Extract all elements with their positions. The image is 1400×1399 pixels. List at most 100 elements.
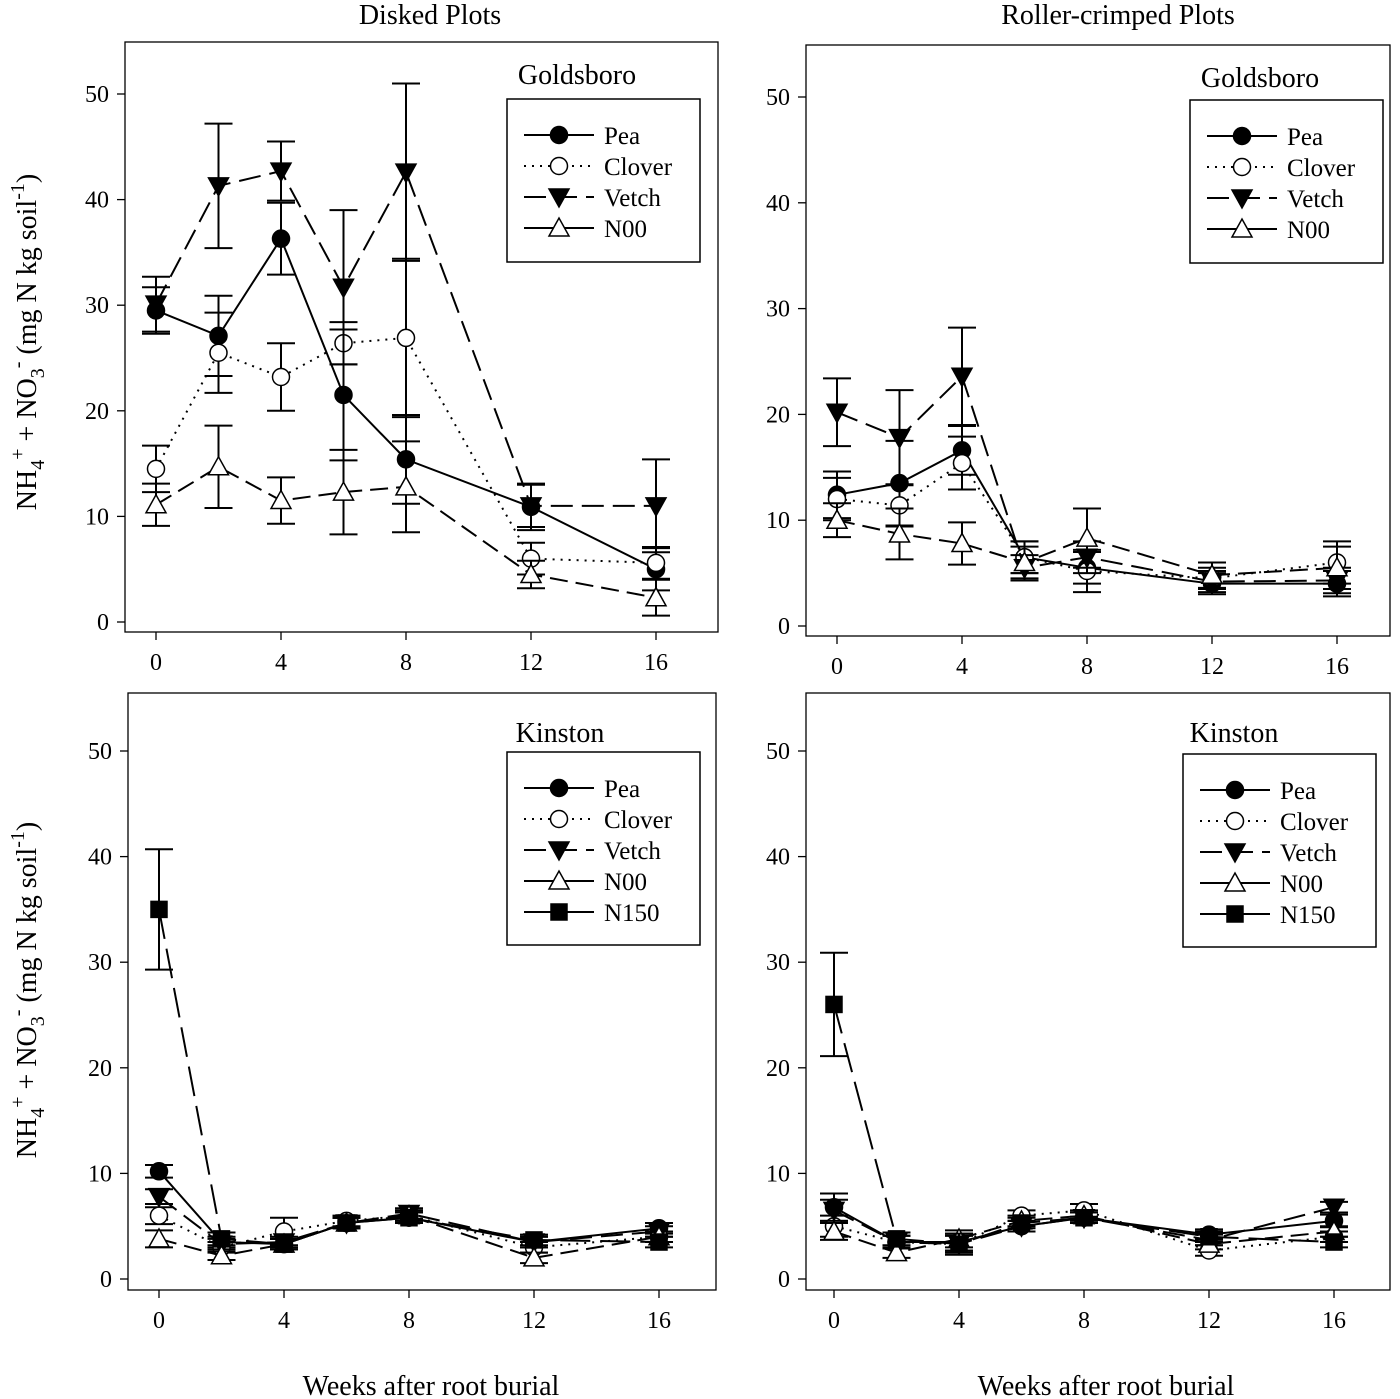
- legend-marker: [1232, 126, 1252, 146]
- series-clover: [142, 257, 670, 580]
- data-point: [337, 1214, 356, 1232]
- y-tick-label: 10: [88, 1161, 112, 1187]
- data-point: [144, 493, 168, 514]
- y-tick-label: 20: [88, 1056, 112, 1082]
- panel-4: 0 10 20 30 40 50 0 4 8 12 16 Kinston Pea Clover Vetch N…: [766, 692, 1391, 1334]
- data-point: [147, 1227, 171, 1248]
- legend-marker: [1223, 871, 1247, 892]
- legend-marker: [1230, 189, 1254, 210]
- site-label: Goldsboro: [518, 60, 636, 91]
- data-point: [825, 508, 849, 529]
- legend-marker: [549, 125, 569, 145]
- column-title-roller: Roller-crimped Plots: [1001, 0, 1235, 31]
- y-tick-label: 50: [766, 85, 790, 111]
- legend-marker: [1225, 780, 1245, 800]
- data-point: [396, 328, 416, 348]
- legend-marker: [547, 841, 571, 862]
- legend-marker: [550, 903, 568, 921]
- series-n150: [145, 848, 673, 1253]
- panel-1: 0 10 20 30 40 50 0 4 8 12 16 Goldsboro Pea Clover Vetc…: [85, 41, 719, 676]
- column-title-disked: Disked Plots: [359, 0, 501, 31]
- series-n150: [820, 951, 1348, 1256]
- data-point: [519, 562, 543, 584]
- y-tick-label: 30: [85, 293, 109, 319]
- legend-frame: [506, 98, 701, 263]
- panel-2: 0 10 20 30 40 50 0 4 8 12 16 Goldsboro Pea Clover Vetc…: [766, 44, 1391, 680]
- legend-label: N00: [1287, 217, 1330, 244]
- data-point: [1013, 550, 1036, 572]
- site-label: Kinston: [516, 718, 605, 749]
- data-point: [146, 459, 166, 479]
- data-point: [209, 343, 228, 362]
- x-tick-label: 0: [153, 1308, 165, 1334]
- x-tick-label: 16: [1322, 1308, 1346, 1334]
- data-point: [519, 497, 543, 518]
- legend-label: Vetch: [604, 185, 661, 212]
- series-vetch: [142, 82, 670, 554]
- legend-marker: [549, 778, 569, 798]
- x-tick-label: 8: [403, 1308, 415, 1334]
- data-point: [275, 1235, 293, 1253]
- data-point: [212, 1230, 231, 1248]
- x-tick-label: 16: [647, 1308, 671, 1334]
- y-tick-label: 20: [85, 399, 109, 425]
- data-point: [522, 1246, 546, 1267]
- data-point: [334, 385, 353, 405]
- data-point: [650, 1233, 668, 1251]
- x-axis-label-right: Weeks after root burial: [978, 1371, 1235, 1399]
- x-tick-label: 8: [1078, 1308, 1090, 1334]
- y-tick-label: 50: [766, 739, 790, 765]
- y-tick-label: 40: [88, 845, 112, 871]
- data-point: [822, 1201, 846, 1222]
- legend-marker: [1223, 843, 1247, 864]
- plot-frame: [127, 692, 717, 1291]
- plot-frame: [805, 44, 1391, 637]
- legend-marker: [547, 216, 571, 237]
- panel-3: 0 10 20 30 40 50 0 4 8 12 16 Kinston Pea Clover Vetch N…: [88, 692, 717, 1334]
- legend: Pea Clover Vetch N00: [1189, 99, 1384, 264]
- y-tick-label: 10: [766, 508, 790, 534]
- legend-marker: [549, 156, 569, 176]
- x-tick-label: 16: [1325, 654, 1349, 680]
- x-tick-label: 12: [519, 650, 543, 676]
- x-tick-label: 0: [150, 650, 162, 676]
- legend-label: Pea: [1287, 124, 1323, 151]
- y-tick-label: 30: [766, 297, 790, 323]
- y-tick-label: 40: [766, 191, 790, 217]
- data-point: [525, 1231, 543, 1249]
- data-point: [825, 995, 843, 1014]
- data-point: [1012, 1214, 1031, 1232]
- data-point: [1075, 1209, 1093, 1227]
- legend-label: Pea: [604, 123, 640, 150]
- legend-label: Vetch: [604, 838, 661, 865]
- y-tick-label: 10: [766, 1161, 790, 1187]
- legend-label: N150: [604, 900, 660, 927]
- x-tick-label: 0: [831, 654, 843, 680]
- data-point: [1325, 1233, 1343, 1251]
- data-point: [950, 1235, 968, 1253]
- legend-label: N150: [1280, 902, 1336, 929]
- site-label: Goldsboro: [1201, 63, 1319, 94]
- y-tick-label: 40: [766, 845, 790, 871]
- data-point: [332, 278, 355, 299]
- data-point: [400, 1209, 418, 1227]
- data-point: [1200, 563, 1224, 584]
- legend-marker: [547, 869, 571, 890]
- data-point: [1075, 526, 1099, 547]
- data-point: [271, 367, 291, 387]
- x-axis-label-left: Weeks after root burial: [303, 1371, 560, 1399]
- legend-marker: [547, 188, 571, 209]
- data-point: [646, 553, 666, 573]
- y-axis-label-top: NH4+ + NO3- (mg N kg soil-1): [7, 174, 49, 510]
- data-point: [825, 403, 849, 424]
- legend-label: N00: [604, 869, 647, 896]
- data-point: [147, 1187, 171, 1209]
- data-point: [394, 475, 418, 496]
- data-point: [269, 489, 293, 510]
- legend-label: Vetch: [1287, 186, 1344, 213]
- legend-label: N00: [1280, 871, 1323, 898]
- y-tick-label: 20: [766, 402, 790, 428]
- x-tick-label: 4: [953, 1308, 965, 1334]
- y-tick-label: 10: [85, 504, 109, 530]
- data-point: [887, 1230, 906, 1248]
